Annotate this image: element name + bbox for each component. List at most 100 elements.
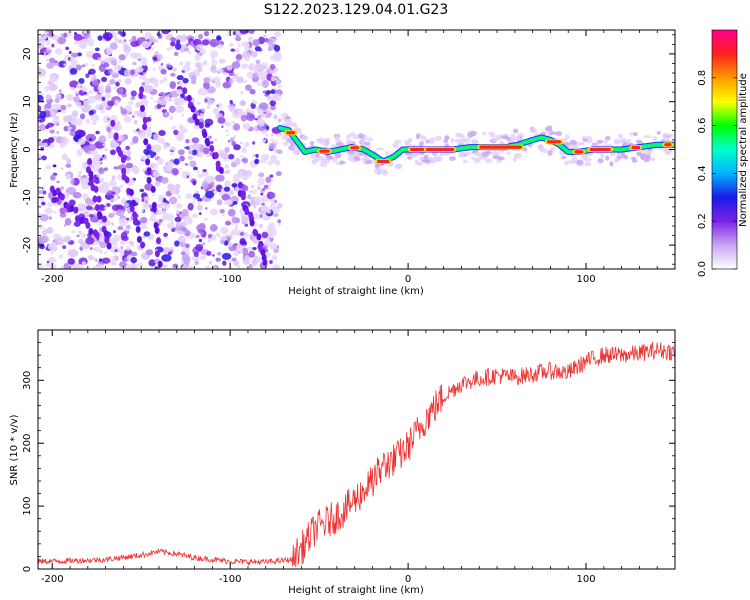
noise-speckle — [92, 265, 99, 269]
noise-speckle — [115, 81, 120, 87]
ridge-halo — [491, 137, 498, 142]
noise-speckle — [268, 44, 275, 51]
ridge-hotspot — [479, 145, 522, 149]
noise-speckle — [85, 73, 90, 79]
noise-speckle — [107, 100, 115, 107]
ridge-halo — [569, 139, 577, 145]
noise-speckle — [195, 190, 200, 194]
noise-speckle — [57, 109, 62, 113]
noise-speckle — [91, 121, 97, 125]
noise-speckle — [192, 143, 201, 150]
noise-speckle — [58, 254, 64, 259]
noise-speckle — [201, 181, 209, 190]
noise-speckle — [101, 181, 110, 190]
noise-speckle — [274, 199, 277, 203]
noise-speckle — [47, 136, 55, 143]
noise-speckle — [160, 68, 167, 75]
noise-speckle — [194, 260, 200, 265]
noise-speckle — [208, 260, 213, 265]
noise-speckle — [184, 163, 189, 166]
noise-speckle — [258, 172, 265, 178]
ridge-halo — [287, 118, 292, 124]
noise-speckle — [148, 36, 156, 44]
snr-ytick-label: 0 — [22, 566, 33, 572]
noise-speckle — [59, 207, 67, 214]
ridge-halo — [631, 159, 638, 163]
ridge-halo — [596, 139, 603, 144]
noise-speckle — [204, 175, 215, 183]
noise-speckle — [188, 150, 193, 155]
streak-blob — [256, 233, 262, 241]
snr-xtick-label: -200 — [41, 574, 64, 585]
ridge-halo — [283, 140, 289, 147]
ridge-halo — [597, 158, 604, 164]
ridge-halo — [281, 135, 289, 140]
noise-speckle — [118, 54, 126, 61]
noise-speckle — [81, 105, 90, 113]
noise-speckle — [203, 81, 210, 90]
noise-speckle — [63, 235, 72, 243]
noise-speckle — [216, 104, 219, 108]
spectrogram-xtick-label: -100 — [219, 274, 242, 285]
noise-speckle — [269, 192, 276, 199]
noise-speckle — [71, 229, 76, 234]
noise-speckle — [227, 30, 231, 34]
noise-speckle — [141, 40, 151, 49]
noise-speckle — [197, 200, 201, 205]
ridge-halo — [627, 138, 632, 144]
noise-speckle — [119, 261, 127, 268]
noise-speckle — [89, 246, 93, 251]
ridge-halo — [491, 151, 500, 157]
ridge-halo — [550, 147, 556, 152]
noise-speckle — [224, 169, 231, 174]
noise-speckle — [60, 186, 64, 190]
ridge-hotspot — [376, 159, 390, 164]
noise-speckle — [63, 262, 70, 269]
noise-speckle — [229, 100, 233, 104]
ridge-halo — [602, 139, 609, 144]
noise-speckle — [245, 113, 256, 121]
noise-speckle — [46, 62, 55, 69]
noise-speckle — [40, 146, 44, 151]
noise-speckle — [45, 31, 50, 35]
noise-speckle — [227, 208, 236, 217]
noise-speckle — [39, 197, 45, 202]
streak-blob — [190, 105, 196, 113]
noise-speckle — [77, 230, 83, 235]
noise-speckle — [123, 43, 129, 50]
noise-speckle — [56, 180, 60, 184]
noise-speckle — [235, 53, 243, 61]
noise-speckle — [101, 76, 108, 83]
noise-speckle — [212, 107, 220, 114]
streak-blob — [202, 130, 208, 138]
noise-speckle — [212, 254, 215, 257]
noise-speckle — [168, 105, 176, 114]
noise-speckle — [234, 48, 240, 53]
streak-blob — [120, 156, 126, 164]
noise-speckle — [155, 209, 163, 216]
ridge-halo — [481, 151, 490, 157]
ridge-halo — [640, 153, 646, 159]
noise-speckle — [38, 141, 44, 147]
ridge-halo — [605, 135, 611, 141]
noise-speckle — [231, 75, 238, 82]
streak-blob — [186, 94, 192, 102]
ridge-hotspot — [664, 143, 672, 147]
noise-speckle — [269, 174, 274, 178]
noise-speckle — [190, 99, 195, 103]
noise-speckle — [213, 138, 218, 142]
ridge-halo — [365, 159, 372, 165]
ridge-halo — [576, 159, 584, 165]
ridge-hotspot — [589, 147, 611, 152]
ridge-hotspot — [350, 146, 360, 150]
noise-speckle — [252, 100, 258, 105]
noise-speckle — [168, 64, 172, 68]
ridge-halo — [605, 155, 610, 161]
noise-speckle — [263, 241, 271, 247]
noise-speckle — [88, 90, 94, 94]
streak-blob — [113, 133, 119, 141]
streak-blob — [249, 219, 255, 227]
ridge-halo — [449, 156, 456, 161]
noise-speckle — [219, 152, 229, 160]
streak-blob — [121, 167, 127, 175]
